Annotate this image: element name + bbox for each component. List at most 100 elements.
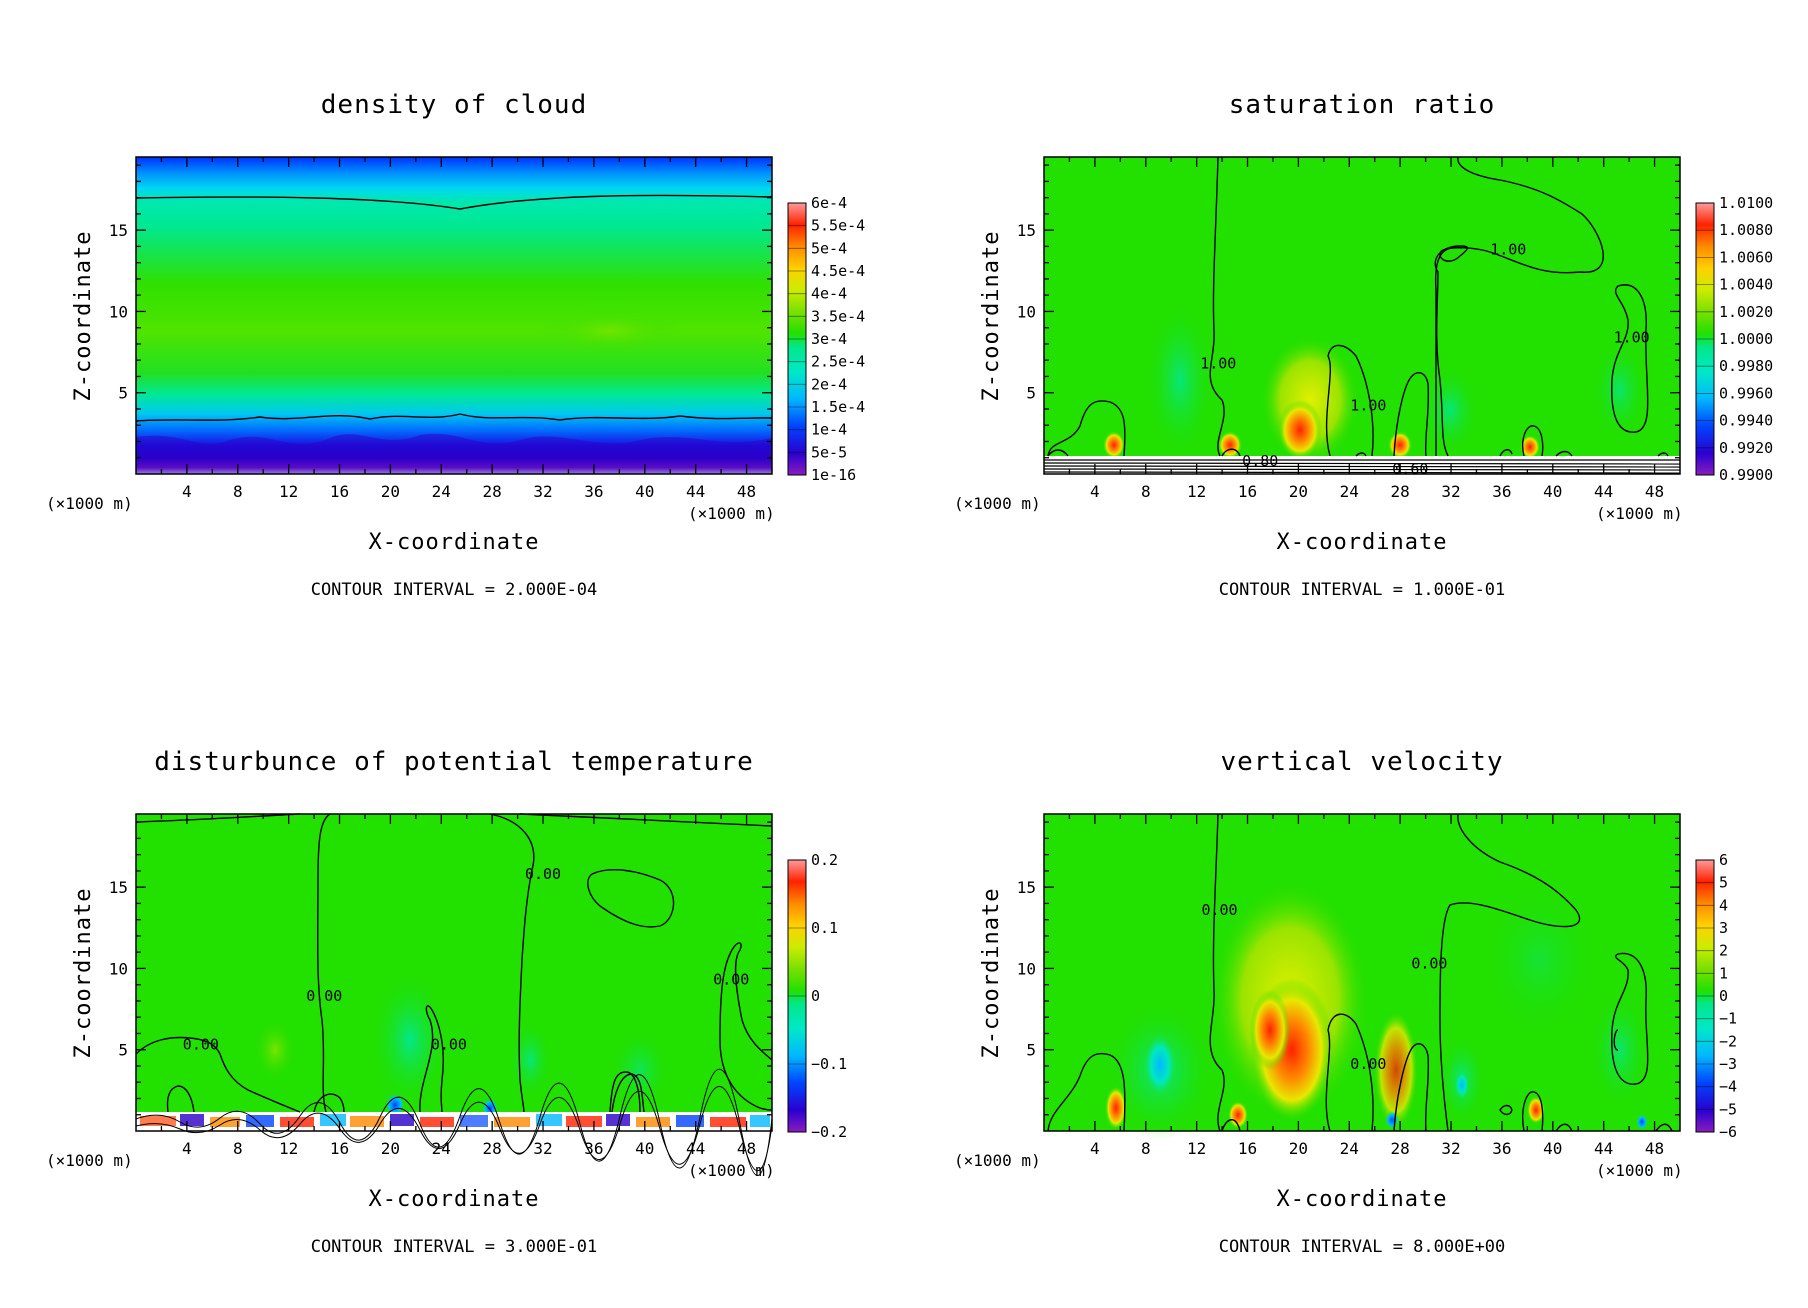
x-tick-label: 44: [1594, 482, 1613, 501]
colorbar-label: −3: [1719, 1055, 1737, 1073]
z-axis-label: Z-coordinate: [71, 888, 96, 1059]
z-unit-label: (×1000 m): [954, 1151, 1041, 1170]
x-axis-label: X-coordinate: [369, 1187, 540, 1212]
colorbar-label: 1.0080: [1719, 221, 1773, 239]
x-tick-label: 4: [182, 1139, 192, 1158]
z-tick-label: 15: [1017, 221, 1036, 240]
colorbar-label: 0.1: [811, 919, 838, 937]
x-tick-label: 24: [1340, 482, 1359, 501]
z-tick-label: 10: [1017, 959, 1036, 978]
x-tick-label: 8: [233, 482, 243, 501]
x-tick-label: 48: [737, 1139, 756, 1158]
x-tick-label: 24: [432, 1139, 451, 1158]
x-tick-label: 36: [1492, 482, 1511, 501]
colorbar-label: −0.2: [811, 1123, 847, 1141]
contour-label: 0.00: [1201, 901, 1237, 919]
colorbar-label: 2: [1719, 942, 1728, 960]
panel-title: saturation ratio: [1229, 90, 1495, 120]
colorbar-label: 6: [1719, 851, 1728, 869]
x-tick-label: 24: [432, 482, 451, 501]
panel-title: density of cloud: [321, 90, 587, 120]
x-tick-label: 24: [1340, 1139, 1359, 1158]
x-tick-label: 36: [584, 482, 603, 501]
contour-label: 0.00: [1411, 954, 1447, 972]
plot-area: 0.00 0.00 0.00 0.00 0.00: [135, 813, 773, 1176]
x-tick-label: 36: [1492, 1139, 1511, 1158]
panel-title: vertical velocity: [1220, 747, 1503, 777]
colorbar-label: −4: [1719, 1078, 1737, 1096]
x-tick-label: 40: [1543, 482, 1562, 501]
x-tick-label: 20: [381, 482, 400, 501]
panel-vertical-velocity: vertical velocity: [954, 747, 1737, 1257]
x-tick-label: 8: [1141, 1139, 1151, 1158]
panel-potential-temperature: disturbunce of potential temperature: [46, 747, 847, 1257]
contour-label: 1.00: [1490, 241, 1526, 259]
x-tick-label: 32: [1441, 482, 1460, 501]
colorbar-label: 1e-16: [811, 466, 856, 484]
colorbar-label: 4.5e-4: [811, 262, 865, 280]
x-unit-label: (×1000 m): [1596, 504, 1683, 523]
colorbar-label: 1.0040: [1719, 276, 1773, 294]
z-axis-label: Z-coordinate: [979, 888, 1004, 1059]
colorbar-label: 0.9920: [1719, 439, 1773, 457]
x-tick-label: 44: [1594, 1139, 1613, 1158]
x-tick-label: 12: [279, 1139, 298, 1158]
colorbar-label: 5: [1719, 874, 1728, 892]
x-tick-label: 40: [635, 1139, 654, 1158]
colorbar: 6e-4 5.5e-4 5e-4 4.5e-4 4e-4 3.5e-4 3e-4 2.5e-4…: [787, 194, 865, 484]
contour-label: 1.00: [1350, 397, 1386, 415]
x-tick-label: 16: [330, 1139, 349, 1158]
x-tick-label: 48: [1645, 1139, 1664, 1158]
x-tick-label: 8: [1141, 482, 1151, 501]
contour-label: 0.60: [1392, 460, 1428, 478]
z-tick-label: 15: [1017, 878, 1036, 897]
z-tick-label: 10: [109, 959, 128, 978]
colorbar: 6 5 4 3 2 1 0 −1 −2 −3 −4 −5 −6: [1695, 851, 1737, 1141]
contour-label: 0.00: [431, 1036, 467, 1054]
x-axis-label: X-coordinate: [1277, 1187, 1448, 1212]
z-tick-label: 5: [1026, 1041, 1036, 1060]
colorbar-label: 2e-4: [811, 375, 847, 393]
panel-saturation-ratio: saturation ratio: [954, 90, 1773, 600]
contour-label: 0.00: [525, 865, 561, 883]
colorbar: 0.2 0.1 0 −0.1 −0.2: [787, 851, 847, 1141]
z-tick-label: 10: [1017, 302, 1036, 321]
x-tick-label: 28: [1391, 1139, 1410, 1158]
x-unit-label: (×1000 m): [1596, 1161, 1683, 1180]
colorbar-label: 1.0060: [1719, 248, 1773, 266]
colorbar-label: 1.5e-4: [811, 398, 865, 416]
x-tick-label: 12: [279, 482, 298, 501]
plot-area: 0.00 0.00 0.00: [1043, 813, 1681, 1140]
contour-label: 0.00: [713, 971, 749, 989]
z-unit-label: (×1000 m): [46, 494, 133, 513]
plot-area: 1.00 1.00 1.00 1.00 0.80 0.60: [1043, 156, 1681, 478]
colorbar-label: 3e-4: [811, 330, 847, 348]
colorbar-label: −0.1: [811, 1055, 847, 1073]
colorbar-label: 0.9900: [1719, 466, 1773, 484]
colorbar-label: 3.5e-4: [811, 307, 865, 325]
z-tick-label: 10: [109, 302, 128, 321]
x-tick-label: 32: [533, 1139, 552, 1158]
x-tick-label: 8: [233, 1139, 243, 1158]
colorbar: 1.0100 1.0080 1.0060 1.0040 1.0020 1.0000 0.99…: [1695, 194, 1773, 484]
colorbar-label: 4e-4: [811, 285, 847, 303]
x-tick-label: 12: [1187, 482, 1206, 501]
contour-interval: CONTOUR INTERVAL = 8.000E+00: [1219, 1237, 1506, 1257]
colorbar-label: 4: [1719, 896, 1728, 914]
z-tick-label: 5: [118, 384, 128, 403]
colorbar-label: 0.2: [811, 851, 838, 869]
x-tick-label: 4: [182, 482, 192, 501]
colorbar-label: 1.0020: [1719, 303, 1773, 321]
colorbar-label: 0: [811, 987, 820, 1005]
x-axis-label: X-coordinate: [1277, 530, 1448, 555]
z-tick-label: 5: [118, 1041, 128, 1060]
colorbar-label: 6e-4: [811, 194, 847, 212]
x-tick-label: 4: [1090, 482, 1100, 501]
colorbar-label: 2.5e-4: [811, 353, 865, 371]
x-tick-label: 44: [686, 482, 705, 501]
x-tick-label: 32: [533, 482, 552, 501]
x-tick-label: 20: [1289, 482, 1308, 501]
